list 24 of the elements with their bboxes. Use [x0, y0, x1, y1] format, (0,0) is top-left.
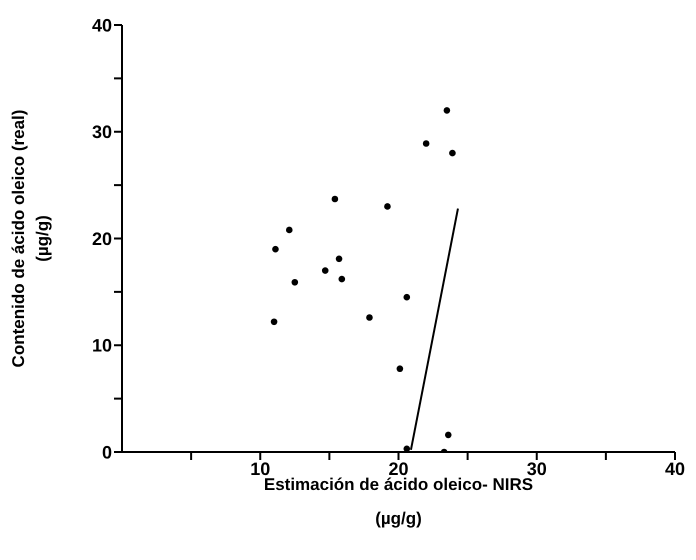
point: [449, 150, 456, 156]
point: [322, 267, 329, 274]
point: [444, 107, 450, 114]
y-tick-label: 40: [92, 15, 112, 36]
point: [366, 314, 373, 321]
point: [403, 294, 410, 301]
point: [272, 246, 279, 252]
point: [384, 203, 391, 210]
y-tick-label: 20: [92, 228, 112, 249]
point: [332, 196, 338, 202]
y-tick-label: 30: [92, 122, 112, 142]
point: [292, 278, 298, 286]
point: [403, 445, 410, 452]
point: [336, 255, 342, 262]
point: [286, 226, 293, 234]
point: [270, 318, 278, 326]
point: [444, 432, 452, 438]
point: [338, 276, 346, 282]
point: [396, 365, 404, 372]
y-tick-label: 10: [92, 336, 112, 356]
y-tick-label: 0: [102, 442, 112, 462]
point: [422, 140, 430, 147]
y-axis-title: Contenido de ácido oleico (real) (µg/g): [9, 110, 52, 368]
x-tick-label: 40: [664, 458, 686, 479]
